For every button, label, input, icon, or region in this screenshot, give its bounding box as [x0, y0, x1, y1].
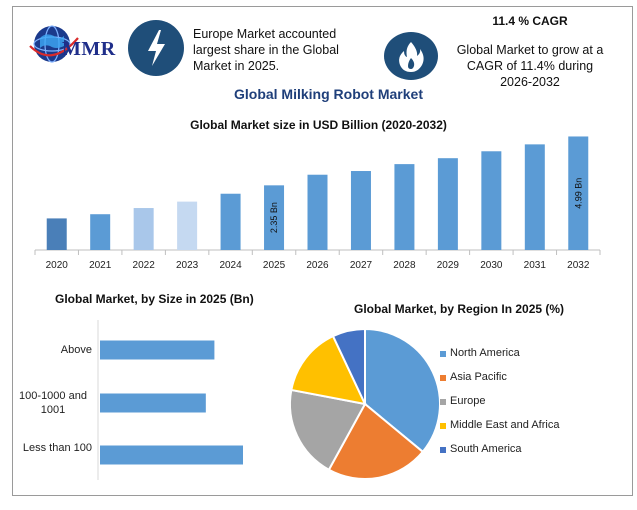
logo: MMR: [18, 16, 128, 74]
bar-2021: [90, 214, 111, 250]
hbar-1: [100, 393, 206, 413]
x-tick-label: 2026: [306, 260, 329, 271]
main-title: Global Milking Robot Market: [233, 86, 423, 102]
size-bar-chart: [97, 320, 243, 480]
lightning-icon: [128, 20, 184, 76]
legend-swatch: [440, 399, 446, 405]
x-tick-label: 2031: [524, 260, 547, 271]
flame-icon: [384, 32, 438, 80]
bar-2031: [524, 144, 545, 250]
x-tick-label: 2021: [89, 260, 112, 271]
x-tick-label: 2030: [480, 260, 503, 271]
x-tick-label: 2024: [219, 260, 242, 271]
legend-swatch: [440, 351, 446, 357]
legend-swatch: [440, 375, 446, 381]
cagr-title: 11.4 % CAGR: [492, 14, 568, 28]
pie-slice-south-america: [331, 327, 366, 405]
bar-annotation: 4.99 Bn: [573, 178, 583, 209]
bar-2022: [133, 208, 154, 250]
x-tick-label: 2032: [567, 260, 590, 271]
bar-2020: [46, 218, 67, 250]
legend-label: Middle East and Africa: [450, 419, 560, 431]
info1-text: Europe Market accounted largest share in…: [193, 27, 339, 73]
size-chart-title: Global Market, by Size in 2025 (Bn): [55, 292, 254, 306]
legend-swatch: [440, 423, 446, 429]
bar-2027: [350, 171, 371, 250]
x-tick-label: 2025: [263, 260, 286, 271]
bar-2026: [307, 174, 328, 250]
x-tick-label: 2029: [437, 260, 460, 271]
hbar-label: Less than 100: [22, 442, 92, 454]
hbar-0: [100, 340, 215, 360]
bar-2032: [568, 136, 589, 250]
x-tick-label: 2022: [133, 260, 156, 271]
pie-slice-europe: [289, 388, 367, 472]
globe-icon: [29, 25, 79, 63]
legend-label: South America: [450, 443, 522, 455]
x-tick-label: 2020: [46, 260, 69, 271]
hbar-label: Above: [60, 344, 92, 356]
region-pie-chart: [289, 327, 441, 480]
legend-label: North America: [450, 347, 520, 359]
legend-label: Europe: [450, 395, 486, 407]
hbar-label: 100-1000 and 1001: [19, 390, 87, 416]
region-chart-title: Global Market, by Region In 2025 (%): [354, 302, 565, 316]
market-size-bar-chart: 2020 2021 2022 2023 2024 2025 2026 2027 2028 2029…: [34, 136, 601, 271]
bar-2023: [177, 201, 198, 250]
bar-2029: [437, 158, 458, 250]
x-tick-label: 2028: [393, 260, 416, 271]
x-tick-label: 2027: [350, 260, 373, 271]
bar-annotation: 2.35 Bn: [269, 202, 279, 233]
logo-text: MMR: [62, 38, 116, 60]
legend-swatch: [440, 447, 446, 453]
bar-2028: [394, 164, 415, 250]
hbar-2: [100, 445, 243, 465]
bar-2024: [220, 193, 241, 250]
pie-slice-asia-pacific: [327, 402, 425, 480]
pie-slice-middle-east-and-africa: [290, 334, 367, 406]
info2-text: Global Market to grow at a CAGR of 11.4%…: [456, 43, 604, 89]
bar-2025: [264, 185, 285, 250]
infographic-frame: [12, 6, 633, 496]
bar-chart-title: Global Market size in USD Billion (2020-…: [190, 118, 447, 132]
x-tick-label: 2023: [176, 260, 199, 271]
bar-2030: [481, 151, 502, 250]
legend-label: Asia Pacific: [450, 371, 507, 383]
pie-slice-north-america: [364, 327, 441, 454]
